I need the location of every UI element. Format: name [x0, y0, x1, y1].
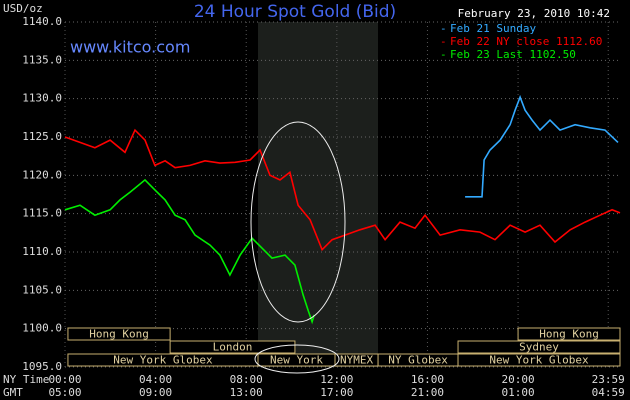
session-box: [67, 327, 171, 341]
y-tick-label: 1130.0: [22, 92, 62, 105]
session-label: New York: [270, 354, 323, 367]
session-box: [517, 327, 621, 341]
x-tick-label-gmt: 01:00: [501, 386, 534, 399]
session-box: [457, 340, 621, 354]
session-label: NYMEX: [340, 354, 373, 367]
session-box: [457, 353, 621, 367]
series-line: [64, 178, 315, 325]
shaded-band: [258, 22, 378, 367]
x-row-label: NY Time: [3, 373, 49, 386]
x-tick-label-gmt: 09:00: [139, 386, 172, 399]
legend-label: Feb 23 Last 1102.50: [450, 48, 576, 61]
series-line: [64, 128, 621, 252]
y-axis-label: USD/oz: [3, 2, 43, 15]
x-tick-label: 04:00: [139, 373, 172, 386]
session-label: London: [213, 341, 253, 354]
x-tick-label-gmt: 04:59: [592, 386, 625, 399]
chart-title: 24 Hour Spot Gold (Bid): [194, 2, 396, 22]
x-tick-label: 16:00: [411, 373, 444, 386]
legend-label: Feb 22 NY close 1112.60: [450, 35, 602, 48]
x-tick-label-gmt: 21:00: [411, 386, 444, 399]
y-tick-label: 1120.0: [22, 168, 62, 181]
date: February 23, 2010 10:42: [458, 7, 610, 20]
x-tick-label: 00:00: [48, 373, 81, 386]
legend-marker: -: [440, 35, 447, 48]
series-line: [465, 94, 619, 198]
y-tick-label: 1100.0: [22, 322, 62, 335]
x-tick-label: 12:00: [320, 373, 353, 386]
highlight-ellipse: [250, 121, 346, 323]
y-tick-label: 1095.0: [22, 360, 62, 373]
x-row-label: GMT: [3, 386, 23, 399]
legend-label: Feb 21 Sunday: [450, 22, 536, 35]
session-label: New York Globex: [489, 354, 589, 367]
x-tick-label-gmt: 05:00: [48, 386, 81, 399]
y-tick-label: 1115.0: [22, 207, 62, 220]
y-tick-label: 1140.0: [22, 15, 62, 28]
x-tick-label-gmt: 17:00: [320, 386, 353, 399]
x-tick-label: 20:00: [501, 373, 534, 386]
source: www.kitco.com: [70, 38, 190, 57]
legend-marker: -: [440, 22, 447, 35]
y-tick-label: 1110.0: [22, 245, 62, 258]
session-label: Hong Kong: [89, 328, 149, 341]
x-tick-label-gmt: 13:00: [230, 386, 263, 399]
y-tick-label: 1135.0: [22, 53, 62, 66]
highlight-ellipse: [254, 344, 340, 374]
y-tick-label: 1125.0: [22, 130, 62, 143]
session-label: Sydney: [519, 341, 559, 354]
legend-marker: -: [440, 48, 447, 61]
x-tick-label: 23:59: [592, 373, 625, 386]
session-label: New York Globex: [113, 354, 213, 367]
session-label: NY Globex: [388, 354, 448, 367]
session-label: Hong Kong: [539, 328, 599, 341]
y-tick-label: 1105.0: [22, 283, 62, 296]
x-tick-label: 08:00: [230, 373, 263, 386]
